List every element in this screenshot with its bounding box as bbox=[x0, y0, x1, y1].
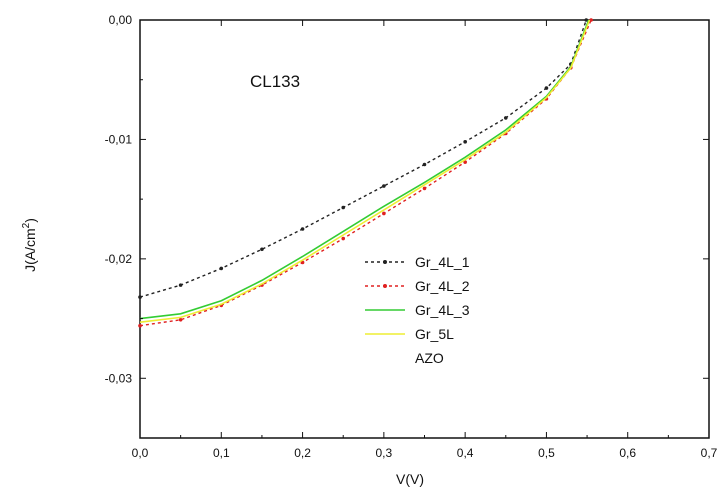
legend-marker bbox=[383, 260, 387, 264]
legend-label: Gr_5L bbox=[415, 326, 454, 342]
data-point bbox=[138, 295, 142, 299]
x-axis-title: V(V) bbox=[396, 471, 424, 487]
data-point bbox=[422, 162, 427, 167]
data-point bbox=[341, 205, 346, 210]
legend-label: Gr_4L_1 bbox=[415, 254, 470, 270]
axis-layer: 0,0 0,1 0,2 0,3 0,4 0,5 0,6 0,7 0,00 -0,01 -0,02 -0… bbox=[105, 13, 718, 460]
legend-marker bbox=[383, 284, 387, 288]
series-layer bbox=[138, 18, 593, 328]
data-point bbox=[544, 86, 549, 90]
data-point bbox=[382, 211, 386, 216]
series-line bbox=[139, 19, 592, 327]
x-tick-label: 0,0 bbox=[132, 446, 149, 460]
legend-label: Gr_4L_3 bbox=[415, 302, 470, 318]
data-point bbox=[422, 186, 427, 191]
x-tick-label: 0,6 bbox=[619, 446, 636, 460]
x-tick-label: 0,2 bbox=[294, 446, 311, 460]
data-point bbox=[341, 236, 346, 241]
data-point bbox=[584, 18, 589, 22]
legend: Gr_4L_1 Gr_4L_2 Gr_4L_3 Gr_5L AZO bbox=[365, 254, 470, 366]
y-axis-title: J(A/cm2) bbox=[21, 218, 38, 272]
chart-annotation: CL133 bbox=[250, 72, 300, 91]
data-point bbox=[178, 317, 183, 322]
data-point bbox=[219, 266, 224, 271]
y-axis-title-close: ) bbox=[22, 218, 38, 223]
x-tick-label: 0,5 bbox=[538, 446, 555, 460]
data-point bbox=[382, 184, 386, 188]
x-tick-label: 0,4 bbox=[457, 446, 474, 460]
x-tick-label: 0,1 bbox=[213, 446, 230, 460]
data-point bbox=[503, 116, 508, 120]
y-axis-title-base: J(A/cm bbox=[22, 228, 38, 272]
data-point bbox=[589, 18, 593, 22]
data-point bbox=[463, 160, 467, 164]
series-line bbox=[139, 19, 590, 320]
data-point bbox=[178, 283, 183, 287]
plot-frame bbox=[139, 19, 710, 439]
series-line bbox=[139, 19, 587, 298]
y-tick-label: -0,02 bbox=[105, 252, 133, 266]
data-point bbox=[260, 247, 264, 252]
y-axis-title-superscript: 2 bbox=[21, 222, 32, 228]
legend-label: Gr_4L_2 bbox=[415, 278, 470, 294]
y-tick-label: 0,00 bbox=[109, 13, 133, 27]
x-tick-label: 0,3 bbox=[376, 446, 393, 460]
x-tick-label: 0,7 bbox=[701, 446, 718, 460]
y-tick-label: -0,01 bbox=[105, 132, 133, 146]
data-point bbox=[300, 227, 305, 231]
data-point bbox=[463, 140, 467, 144]
y-tick-label: -0,03 bbox=[105, 371, 133, 385]
data-point bbox=[138, 323, 142, 328]
legend-label: AZO bbox=[415, 350, 444, 366]
series-line bbox=[139, 19, 591, 323]
